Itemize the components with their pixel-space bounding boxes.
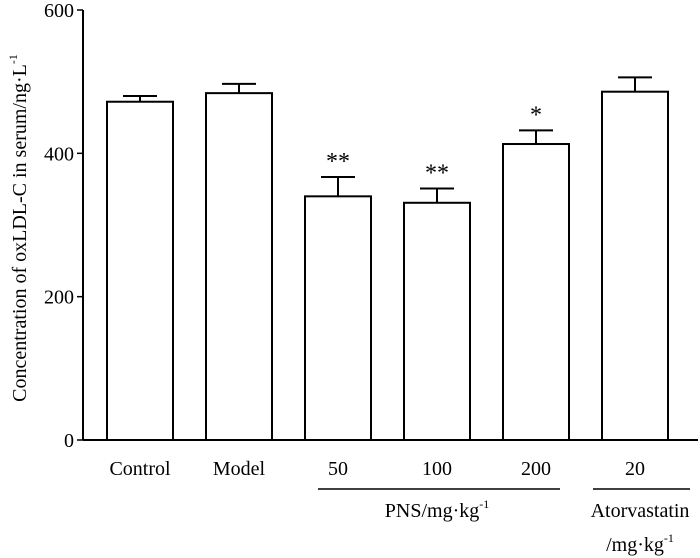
y-tick-label-0: 0 bbox=[64, 430, 74, 452]
group-label-atorvastatin: Atorvastatin bbox=[591, 500, 690, 522]
y-tick-label-400: 400 bbox=[44, 143, 74, 165]
bar-5 bbox=[601, 90, 669, 441]
category-label-2: 50 bbox=[328, 458, 348, 480]
category-label-4: 200 bbox=[521, 458, 551, 480]
significance-mark-3: ** bbox=[425, 160, 449, 186]
significance-mark-4: * bbox=[530, 102, 542, 128]
bar-1 bbox=[205, 92, 273, 441]
y-axis-title: Concentration of oxLDL-C in serum/ng·L-1 bbox=[6, 54, 31, 402]
group-label-pns-sup: -1 bbox=[479, 497, 489, 511]
plot-area: 0 200 400 600 Control Model ** 50 ** 100 * 200 20 PNS… bbox=[6, 0, 698, 556]
category-label-3: 100 bbox=[422, 458, 452, 480]
bar-4 bbox=[502, 143, 570, 441]
category-label-1: Model bbox=[213, 458, 266, 480]
category-label-0: Control bbox=[109, 458, 171, 480]
bar-3 bbox=[403, 201, 471, 441]
group-label-pns-text: PNS/mg·kg bbox=[385, 500, 479, 522]
bar-2 bbox=[304, 195, 372, 441]
y-tick-label-200: 200 bbox=[44, 287, 74, 309]
bar-0 bbox=[106, 100, 174, 441]
group-label-atorvastatin-unit-text: /mg·kg bbox=[606, 534, 664, 556]
group-label-pns: PNS/mg·kg-1 bbox=[385, 497, 489, 522]
y-tick-label-600: 600 bbox=[44, 0, 74, 22]
category-label-5: 20 bbox=[625, 458, 645, 480]
y-axis-title-text: Concentration of oxLDL-C in serum/ng·L bbox=[9, 64, 31, 402]
significance-mark-2: ** bbox=[326, 149, 350, 175]
group-label-atorvastatin-unit-sup: -1 bbox=[664, 531, 674, 545]
y-axis-title-sup: -1 bbox=[6, 54, 20, 64]
group-label-atorvastatin-unit: /mg·kg-1 bbox=[606, 531, 674, 556]
